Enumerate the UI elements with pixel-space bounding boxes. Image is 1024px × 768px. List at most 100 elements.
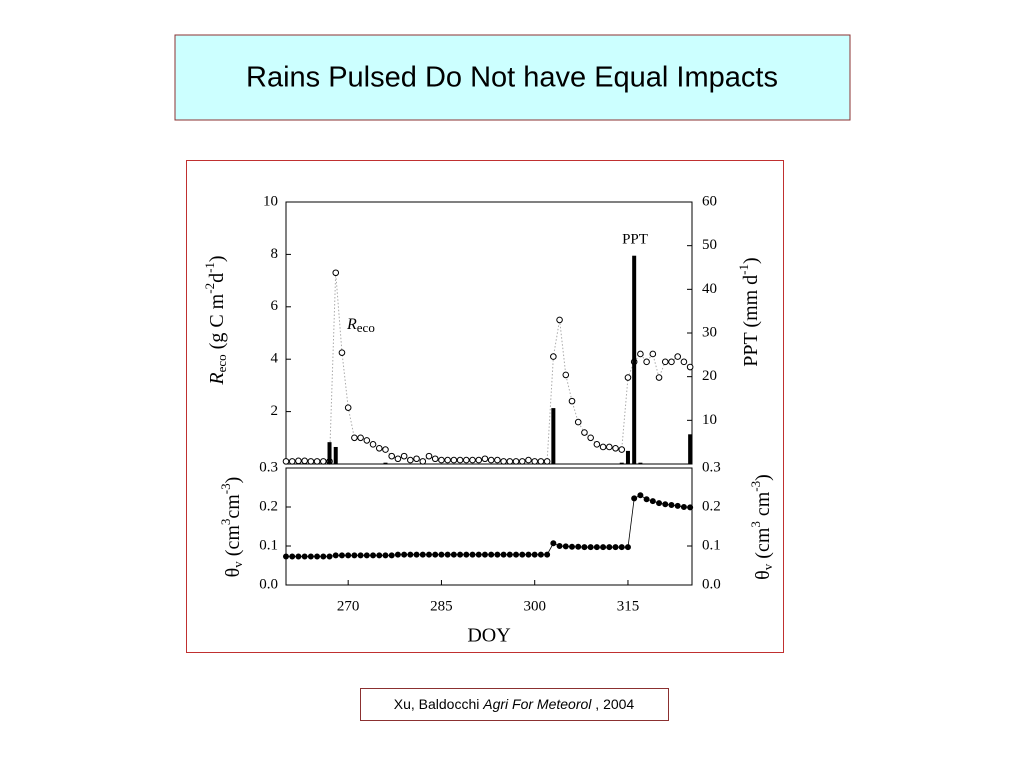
data-point xyxy=(668,358,675,366)
y2-tick-label: 40 xyxy=(702,281,717,297)
y-tick-label: 0.2 xyxy=(259,498,278,514)
bar xyxy=(327,442,332,464)
data-point xyxy=(494,551,501,558)
data-point xyxy=(593,441,601,448)
data-point xyxy=(500,458,507,465)
slide-title: Rains Pulsed Do Not have Equal Impacts xyxy=(246,62,778,94)
data-point xyxy=(643,496,650,503)
data-point xyxy=(375,444,383,452)
data-point xyxy=(494,456,501,464)
data-point xyxy=(314,553,321,560)
citation-authors: Xu, Baldocchi xyxy=(394,696,480,712)
y2-tick-label: 20 xyxy=(702,368,717,384)
label-part: (cm xyxy=(752,527,774,564)
data-point xyxy=(382,552,389,559)
label-part: ) xyxy=(740,257,762,264)
data-point xyxy=(618,544,625,551)
data-point xyxy=(394,455,402,463)
data-point xyxy=(513,551,520,558)
label-part: cm xyxy=(752,491,774,521)
y-axis-label: Reco (g C m-2d-1) xyxy=(202,255,229,385)
data-point xyxy=(581,544,588,551)
data-point xyxy=(388,452,395,460)
data-point xyxy=(419,458,427,465)
citation: Xu, Baldocchi Agri For Meteorol , 2004 xyxy=(394,696,635,712)
y2-axis-label: PPT (mm d-1) xyxy=(736,257,762,366)
data-point xyxy=(376,552,383,559)
data-point xyxy=(432,551,439,558)
citation-journal: Agri For Meteorol xyxy=(482,696,592,712)
data-point xyxy=(612,444,619,452)
data-point xyxy=(531,458,538,465)
data-point xyxy=(388,552,395,559)
data-point xyxy=(444,551,451,558)
data-point xyxy=(463,456,470,464)
y2-tick-label: 50 xyxy=(702,237,717,253)
data-point xyxy=(407,551,414,558)
data-point xyxy=(401,551,408,558)
data-point xyxy=(351,434,358,442)
x-tick-label: 285 xyxy=(430,598,453,614)
data-point xyxy=(469,456,476,464)
data-point xyxy=(332,269,340,277)
data-point xyxy=(282,458,290,465)
bar xyxy=(619,462,624,464)
label-part: (cm xyxy=(222,525,244,562)
label-part: v xyxy=(230,561,245,568)
label-part: -3 xyxy=(748,481,763,492)
data-point xyxy=(612,544,619,551)
x-tick-label: 315 xyxy=(617,598,640,614)
y-tick-label: 0.1 xyxy=(259,537,278,553)
data-point xyxy=(550,353,557,360)
data-point xyxy=(575,543,582,550)
data-point xyxy=(544,551,551,558)
data-point xyxy=(618,446,626,453)
label-part: -2 xyxy=(202,283,217,294)
data-point xyxy=(289,553,296,560)
data-point xyxy=(419,551,426,558)
data-point xyxy=(481,455,489,463)
label-part: -3 xyxy=(218,483,233,494)
y2-tick-label: 0.0 xyxy=(702,576,721,592)
data-point xyxy=(525,551,532,558)
data-point xyxy=(649,498,656,505)
data-point xyxy=(475,456,483,464)
data-point xyxy=(500,551,507,558)
data-point xyxy=(313,458,321,465)
data-point xyxy=(351,552,358,559)
title-box xyxy=(174,34,851,121)
data-point xyxy=(637,350,644,358)
data-point xyxy=(556,316,563,324)
data-point xyxy=(475,551,482,558)
y-tick-label: 8 xyxy=(271,246,279,262)
bar xyxy=(632,255,637,464)
data-point xyxy=(587,434,594,442)
label-part: ) xyxy=(206,255,228,262)
label-part: ) xyxy=(222,477,244,484)
data-point xyxy=(680,358,688,366)
data-point xyxy=(574,418,582,426)
label-part: d xyxy=(206,273,228,283)
data-point xyxy=(288,458,296,465)
data-point xyxy=(668,502,675,509)
y2-axis-label: θv (cm3 cm-3) xyxy=(748,474,775,580)
data-point xyxy=(438,551,445,558)
data-point xyxy=(456,456,464,464)
label-part: R xyxy=(206,372,228,385)
plot-frame xyxy=(285,467,693,586)
data-point xyxy=(606,443,613,451)
data-point xyxy=(649,350,657,358)
bar xyxy=(383,462,388,464)
data-point xyxy=(562,371,570,379)
annotation: Reco xyxy=(346,316,375,335)
data-point xyxy=(593,544,600,551)
bar xyxy=(551,408,556,464)
data-point xyxy=(457,551,464,558)
data-point xyxy=(655,374,663,381)
y-tick-label: 0.3 xyxy=(259,459,278,475)
data-point xyxy=(674,502,681,509)
bar xyxy=(688,434,693,464)
data-point xyxy=(606,544,613,551)
data-point xyxy=(487,456,495,464)
